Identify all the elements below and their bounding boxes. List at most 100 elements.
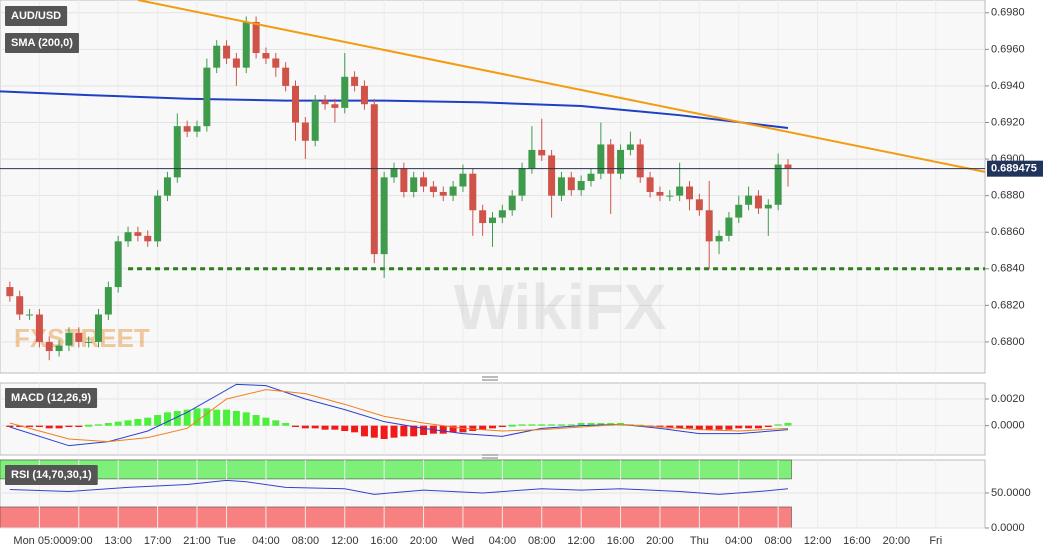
x-tick-label: 21:00 bbox=[183, 535, 211, 547]
macd-histogram-bar bbox=[321, 425, 329, 430]
candle-body bbox=[518, 168, 526, 196]
x-tick-label: 04:00 bbox=[489, 535, 517, 547]
macd-histogram-bar bbox=[705, 425, 713, 430]
macd-histogram-bar bbox=[144, 417, 152, 426]
x-tick-label: 12:00 bbox=[804, 535, 832, 547]
candle-body bbox=[410, 177, 418, 192]
watermark: WikiFX bbox=[454, 271, 667, 343]
candle-body bbox=[617, 149, 625, 174]
candle-body bbox=[242, 21, 250, 68]
macd-histogram-bar bbox=[311, 425, 319, 429]
candle-body bbox=[193, 126, 201, 132]
y-tick-label: 0.6940 bbox=[991, 80, 1025, 92]
candle-body bbox=[479, 210, 487, 224]
candle-body bbox=[636, 144, 644, 178]
macd-histogram-bar bbox=[16, 425, 24, 427]
macd-histogram-bar bbox=[183, 409, 191, 426]
x-tick-label: 08:00 bbox=[528, 535, 556, 547]
candle-body bbox=[134, 232, 142, 236]
oversold-zone bbox=[0, 506, 792, 529]
y-tick-label: 0.6860 bbox=[991, 226, 1025, 238]
macd-histogram-bar bbox=[489, 425, 496, 429]
macd-histogram-bar bbox=[292, 425, 299, 427]
macd-histogram-bar bbox=[85, 424, 93, 427]
candle-body bbox=[735, 204, 743, 218]
macd-histogram-bar bbox=[45, 425, 53, 429]
candle-body bbox=[252, 21, 260, 54]
macd-histogram-bar bbox=[341, 425, 349, 431]
macd-histogram-bar bbox=[735, 425, 743, 429]
candle-body bbox=[213, 45, 221, 68]
candle-body bbox=[144, 235, 152, 242]
candle-body bbox=[370, 104, 378, 255]
macd-histogram-bar bbox=[420, 425, 428, 435]
label-box bbox=[5, 465, 98, 485]
macd-histogram-bar bbox=[686, 425, 693, 429]
macd-histogram-bar bbox=[163, 412, 171, 426]
candle-body bbox=[784, 164, 792, 169]
x-tick-label: 16:00 bbox=[607, 535, 635, 547]
macd-histogram-bar bbox=[764, 425, 772, 427]
y-tick-label: 0.0020 bbox=[991, 393, 1025, 405]
y-tick-label: 0.6840 bbox=[991, 263, 1025, 275]
label-box bbox=[5, 33, 79, 53]
x-tick-label: 20:00 bbox=[883, 535, 911, 547]
macd-histogram-bar bbox=[55, 425, 63, 429]
overbought-zone bbox=[0, 459, 792, 480]
candle-body bbox=[498, 210, 506, 218]
candle-body bbox=[35, 314, 43, 342]
x-tick-label: 09:00 bbox=[65, 535, 93, 547]
macd-histogram-bar bbox=[518, 424, 526, 426]
macd-histogram-bar bbox=[173, 411, 181, 426]
candle-body bbox=[469, 173, 477, 211]
macd-histogram-bar bbox=[380, 425, 388, 439]
y-tick-label: 0.6980 bbox=[991, 7, 1025, 19]
last-price-label: 0.689475 bbox=[991, 163, 1037, 175]
x-tick-label: 20:00 bbox=[646, 535, 674, 547]
candle-body bbox=[646, 177, 654, 192]
candle-body bbox=[420, 177, 428, 187]
macd-histogram-bar bbox=[676, 425, 684, 429]
macd-histogram-bar bbox=[577, 423, 585, 426]
macd-histogram-bar bbox=[104, 423, 112, 426]
macd-histogram-bar bbox=[351, 425, 359, 433]
macd-histogram-bar bbox=[232, 411, 240, 426]
y-tick-label: 0.0000 bbox=[991, 420, 1025, 432]
candle-body bbox=[282, 67, 290, 86]
indicator-label: RSI (14,70,30,1) bbox=[11, 469, 92, 481]
panel-grip[interactable] bbox=[482, 376, 498, 381]
panel-grip[interactable] bbox=[482, 454, 498, 459]
x-tick-label: 04:00 bbox=[725, 535, 753, 547]
macd-histogram-bar bbox=[508, 424, 516, 427]
macd-histogram-bar bbox=[400, 425, 408, 437]
candle-body bbox=[774, 164, 782, 205]
x-tick-label: 12:00 bbox=[331, 535, 359, 547]
macd-histogram-bar bbox=[784, 423, 792, 426]
candle-body bbox=[656, 191, 664, 196]
x-tick-label: 08:00 bbox=[764, 535, 792, 547]
macd-histogram-bar bbox=[6, 425, 14, 427]
candle-body bbox=[489, 217, 496, 224]
x-tick-label: 13:00 bbox=[104, 535, 132, 547]
y-tick-label: 0.6960 bbox=[991, 43, 1025, 55]
macd-histogram-bar bbox=[715, 425, 723, 430]
macd-histogram-bar bbox=[725, 425, 733, 430]
x-tick-label: Wed bbox=[452, 535, 474, 547]
macd-histogram-bar bbox=[695, 425, 703, 430]
macd-histogram-bar bbox=[223, 409, 231, 426]
candle-body bbox=[429, 186, 437, 192]
x-tick-label: 04:00 bbox=[252, 535, 280, 547]
macd-histogram-bar bbox=[528, 424, 536, 426]
macd-histogram-bar bbox=[370, 425, 378, 438]
candle-body bbox=[272, 58, 280, 68]
candle-body bbox=[95, 314, 102, 342]
candle-body bbox=[154, 195, 162, 242]
macd-histogram-bar bbox=[331, 425, 339, 430]
macd-histogram-bar bbox=[774, 424, 782, 426]
indicator-label: MACD (12,26,9) bbox=[11, 392, 91, 404]
candle-body bbox=[548, 155, 556, 196]
x-tick-label: Tue bbox=[217, 535, 236, 547]
candle-body bbox=[695, 199, 703, 211]
candle-body bbox=[390, 168, 398, 178]
macd-line bbox=[9, 389, 789, 443]
